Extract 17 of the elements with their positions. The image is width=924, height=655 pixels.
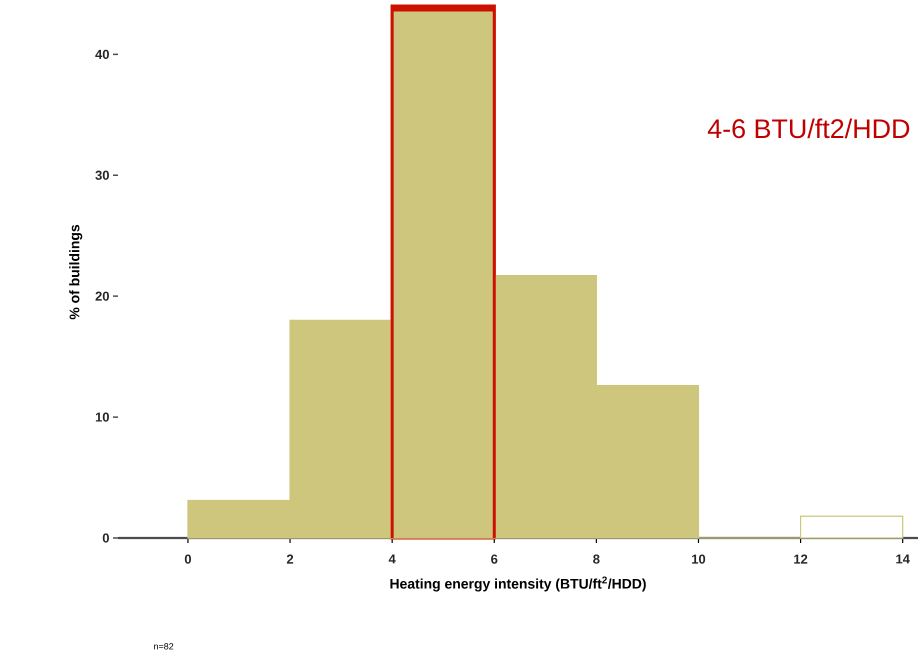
x-tick-label: 2 bbox=[286, 554, 294, 564]
y-tick-label: 0 bbox=[102, 533, 109, 543]
x-tick-label: 10 bbox=[692, 554, 706, 564]
y-tick-label: 40 bbox=[95, 50, 109, 59]
x-tick-label: 12 bbox=[794, 554, 808, 564]
y-tick-label: 30 bbox=[95, 170, 109, 180]
y-tick-label: 10 bbox=[96, 412, 109, 422]
annotation: 4-6 BTU/ft2/HDD bbox=[708, 118, 910, 138]
x-tick-label: 0 bbox=[184, 554, 192, 564]
y-tick-label: 20 bbox=[96, 292, 109, 301]
text: n=82 bbox=[154, 643, 174, 650]
x-tick-label: 14 bbox=[896, 554, 910, 564]
x-axis-title: Heating energy intensity (BTU/ft$^{2}$/HDD) bbox=[390, 576, 646, 592]
y-axis-title: % of buildings bbox=[69, 224, 82, 320]
x-tick-label: 8 bbox=[593, 554, 600, 564]
x-tick-label: 6 bbox=[491, 554, 498, 564]
x-tick-label: 4 bbox=[388, 554, 396, 564]
